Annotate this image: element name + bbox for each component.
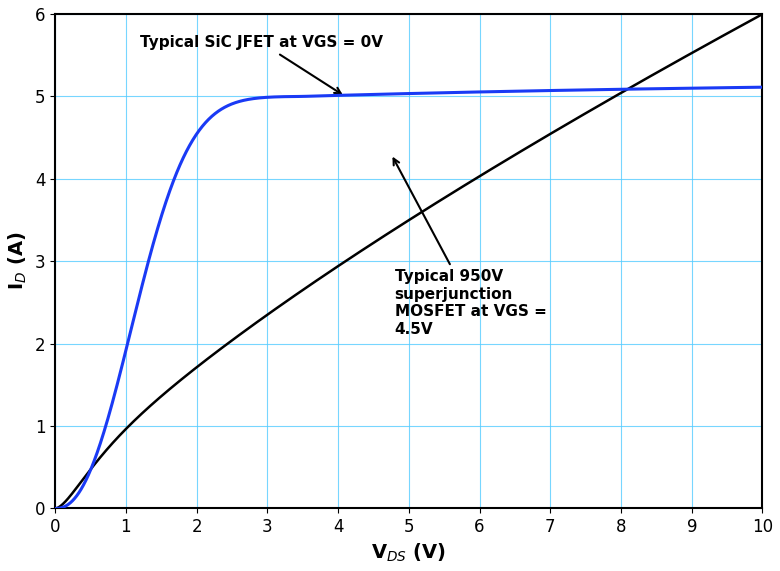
Y-axis label: I$_D$ (A): I$_D$ (A)	[7, 232, 29, 291]
X-axis label: V$_{DS}$ (V): V$_{DS}$ (V)	[371, 542, 446, 564]
Text: Typical 950V
superjunction
MOSFET at VGS =
4.5V: Typical 950V superjunction MOSFET at VGS…	[394, 159, 547, 337]
Text: Typical SiC JFET at VGS = 0V: Typical SiC JFET at VGS = 0V	[140, 35, 383, 94]
